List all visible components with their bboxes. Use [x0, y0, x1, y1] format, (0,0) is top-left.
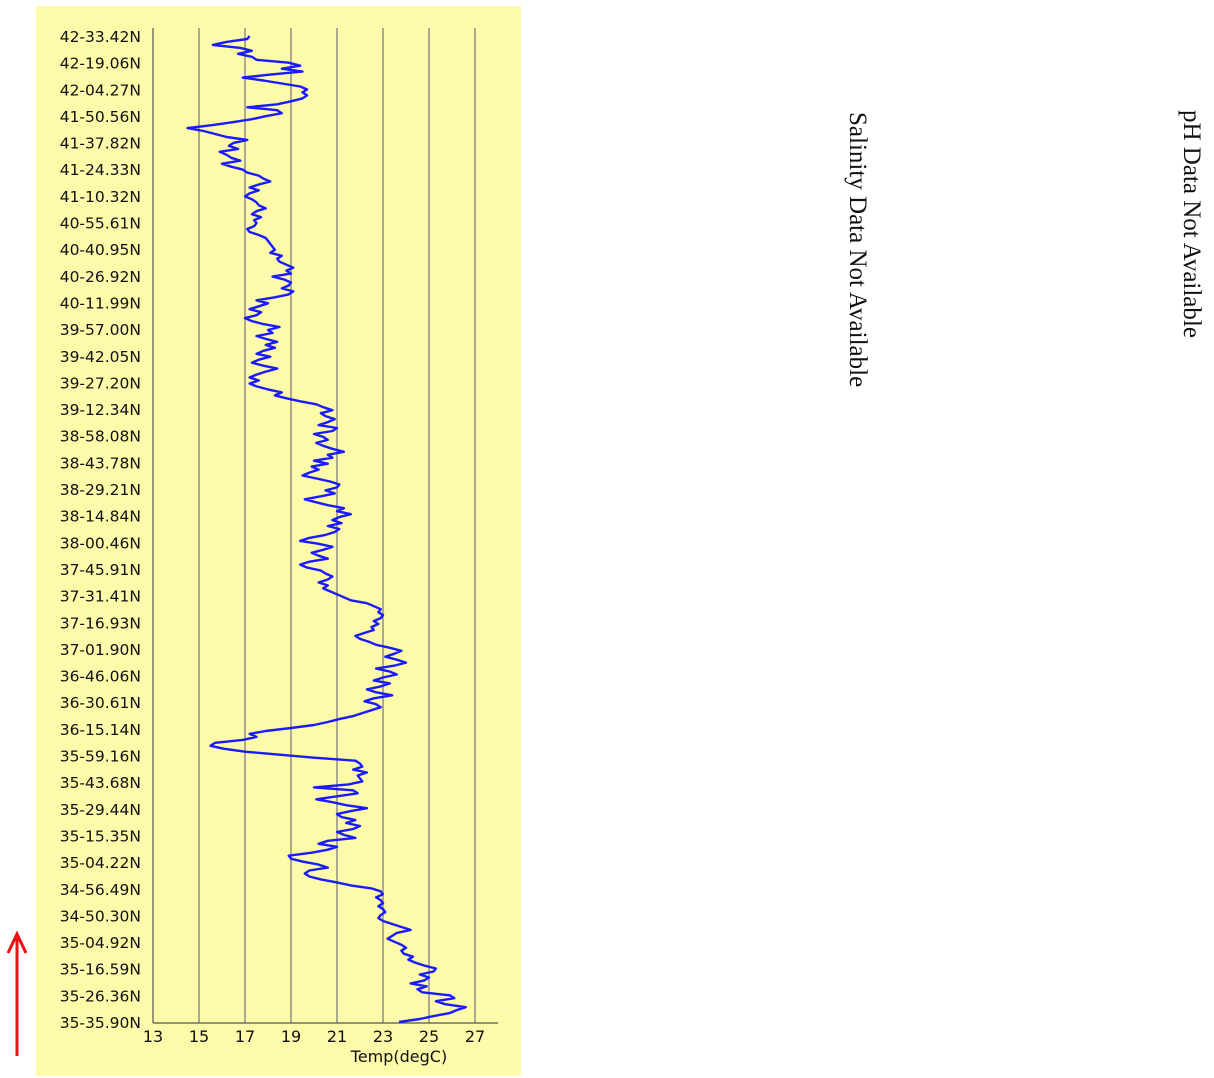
gridlines — [198, 28, 476, 1023]
x-tick-label: 27 — [465, 1027, 485, 1046]
y-tick-label: 39-57.00N — [60, 321, 141, 339]
y-tick-label: 35-59.16N — [60, 748, 141, 766]
y-tick-label: 35-04.22N — [60, 854, 141, 872]
y-tick-label: 37-16.93N — [60, 614, 141, 632]
x-tick-label: 19 — [281, 1027, 301, 1046]
x-tick-label: 23 — [373, 1027, 393, 1046]
y-tick-label: 35-26.36N — [60, 987, 141, 1005]
y-tick-label: 42-33.42N — [60, 28, 141, 46]
x-tick-label: 15 — [189, 1027, 209, 1046]
y-tick-label: 41-50.56N — [60, 108, 141, 126]
y-tick-label: 36-46.06N — [60, 668, 141, 686]
axes — [152, 28, 498, 1024]
y-tick-label: 42-04.27N — [60, 81, 141, 99]
x-axis-title: Temp(degC) — [350, 1047, 447, 1066]
y-tick-label: 38-00.46N — [60, 534, 141, 552]
x-tick-label: 13 — [143, 1027, 163, 1046]
y-tick-label: 38-43.78N — [60, 454, 141, 472]
y-tick-label: 34-56.49N — [60, 881, 141, 899]
y-tick-label: 37-31.41N — [60, 588, 141, 606]
y-tick-label: 41-37.82N — [60, 135, 141, 153]
y-tick-label: 39-42.05N — [60, 348, 141, 366]
chart-background — [36, 6, 521, 1076]
x-tick-label: 17 — [235, 1027, 255, 1046]
y-tick-label: 39-12.34N — [60, 401, 141, 419]
y-tick-label: 38-58.08N — [60, 428, 141, 446]
y-tick-labels: 35-35.90N 35-26.36N 35-16.59N 35-04.92N 34-5… — [60, 28, 141, 1032]
ph-unavailable-note: pH Data Not Available — [1178, 110, 1205, 338]
y-tick-label: 35-04.92N — [60, 934, 141, 952]
y-tick-label: 40-55.61N — [60, 215, 141, 233]
y-tick-label: 35-15.35N — [60, 827, 141, 845]
y-tick-label: 41-10.32N — [60, 188, 141, 206]
x-tick-labels: 13 15 17 19 21 23 25 27 — [143, 1027, 485, 1046]
y-tick-label: 41-24.33N — [60, 161, 141, 179]
x-tick-label: 25 — [419, 1027, 439, 1046]
y-tick-label: 35-16.59N — [60, 961, 141, 979]
x-tick-label: 21 — [327, 1027, 347, 1046]
temperature-series-line — [186, 35, 467, 1024]
direction-arrow — [6, 930, 28, 1056]
y-tick-label: 38-29.21N — [60, 481, 141, 499]
y-tick-label: 35-43.68N — [60, 774, 141, 792]
y-tick-label: 40-11.99N — [60, 294, 141, 312]
y-tick-label: 40-26.92N — [60, 268, 141, 286]
y-tick-label: 37-01.90N — [60, 641, 141, 659]
y-tick-label: 40-40.95N — [60, 241, 141, 259]
y-tick-label: 42-19.06N — [60, 55, 141, 73]
y-tick-label: 36-15.14N — [60, 721, 141, 739]
y-tick-label: 39-27.20N — [60, 374, 141, 392]
salinity-unavailable-note: Salinity Data Not Available — [844, 112, 871, 388]
y-tick-label: 35-35.90N — [60, 1014, 141, 1032]
y-tick-label: 36-30.61N — [60, 694, 141, 712]
y-tick-label: 34-50.30N — [60, 907, 141, 925]
y-tick-label: 38-14.84N — [60, 508, 141, 526]
y-tick-label: 37-45.91N — [60, 561, 141, 579]
y-tick-label: 35-29.44N — [60, 801, 141, 819]
